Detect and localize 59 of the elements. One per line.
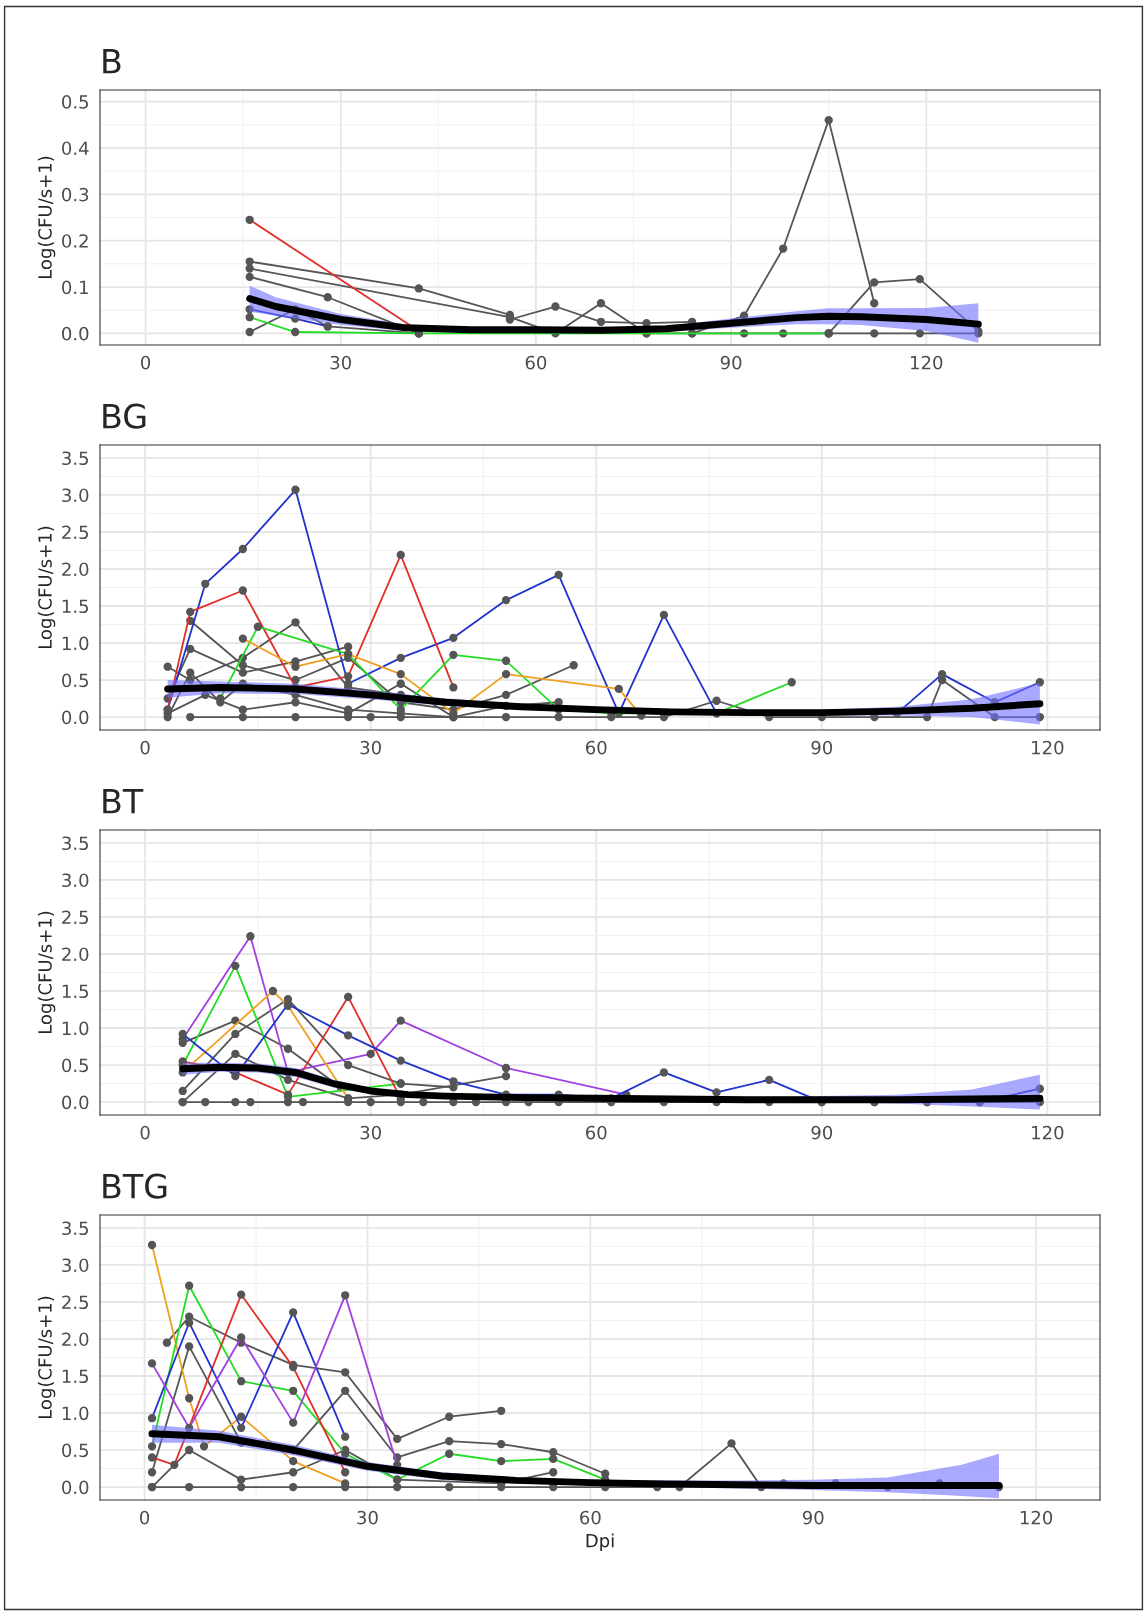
y-axis-title: Log(CFU/s+1) [37,526,56,649]
x-tick-label: 0 [140,355,151,370]
x-tick-label: 30 [330,355,352,370]
y-tick-label: 0.0 [62,1095,89,1110]
y-tick-label: 1.5 [62,984,89,999]
y-tick-label: 0.5 [62,1058,89,1073]
x-tick-label: 0 [140,740,150,755]
y-axis-title: Log(CFU/s+1) [37,911,56,1034]
y-tick-label: 3.0 [62,1258,89,1273]
y-tick-label: 0.0 [62,1480,89,1495]
y-tick-label: 2.0 [62,947,89,962]
x-tick-label: 120 [1032,1125,1064,1140]
y-tick-label: 1.5 [62,599,89,614]
y-tick-label: 1.0 [62,636,89,651]
y-tick-label: 1.0 [62,1406,89,1421]
x-tick-label: 30 [360,740,381,755]
y-tick-label: 3.5 [62,451,89,466]
x-tick-label: 0 [140,1125,150,1140]
y-tick-label: 2.5 [62,910,89,925]
y-tick-label: 0.5 [62,1443,89,1458]
y-tick-label: 1.5 [62,1369,89,1384]
y-tick-label: 0.1 [62,280,88,295]
x-tick-label: 0 [140,1510,150,1525]
x-tick-label: 60 [586,740,607,755]
y-tick-label: 2.5 [62,525,89,540]
x-axis-title: Dpi [586,1533,614,1551]
chart-title: BT [103,789,144,814]
x-tick-label: 30 [357,1510,378,1525]
y-tick-label: 0.5 [62,95,89,109]
x-tick-label: 60 [580,1510,601,1525]
y-tick-label: 0.4 [62,141,89,156]
x-tick-label: 120 [1032,740,1064,755]
y-tick-label: 0.3 [62,187,89,202]
x-tick-label: 120 [911,355,943,370]
chart-title: B [103,49,121,74]
x-tick-label: 90 [811,740,833,755]
y-tick-label: 2.0 [62,562,89,577]
y-tick-label: 0.0 [62,326,89,341]
x-tick-label: 120 [1020,1510,1053,1525]
y-tick-label: 0.2 [62,234,88,248]
y-tick-label: 1.0 [62,1021,89,1036]
x-tick-label: 30 [360,1125,381,1140]
y-tick-label: 3.5 [62,1221,89,1236]
y-tick-label: 0.0 [62,710,89,725]
chart-title: BG [103,403,146,429]
y-axis-title: Log(CFU/s+1) [37,156,56,279]
y-axis-title: Log(CFU/s+1) [37,1296,56,1419]
chart-title: BTG [103,1173,167,1199]
x-tick-label: 90 [720,355,742,370]
y-tick-label: 3.0 [62,873,89,888]
x-tick-label: 90 [802,1510,824,1525]
y-tick-label: 0.5 [62,673,89,688]
y-tick-label: 2.5 [62,1295,89,1310]
x-tick-label: 60 [525,355,547,370]
y-tick-label: 2.0 [62,1332,89,1347]
x-tick-label: 60 [586,1125,607,1140]
y-tick-label: 3.0 [62,488,89,503]
x-tick-label: 90 [811,1125,833,1140]
y-tick-label: 3.5 [62,836,89,851]
